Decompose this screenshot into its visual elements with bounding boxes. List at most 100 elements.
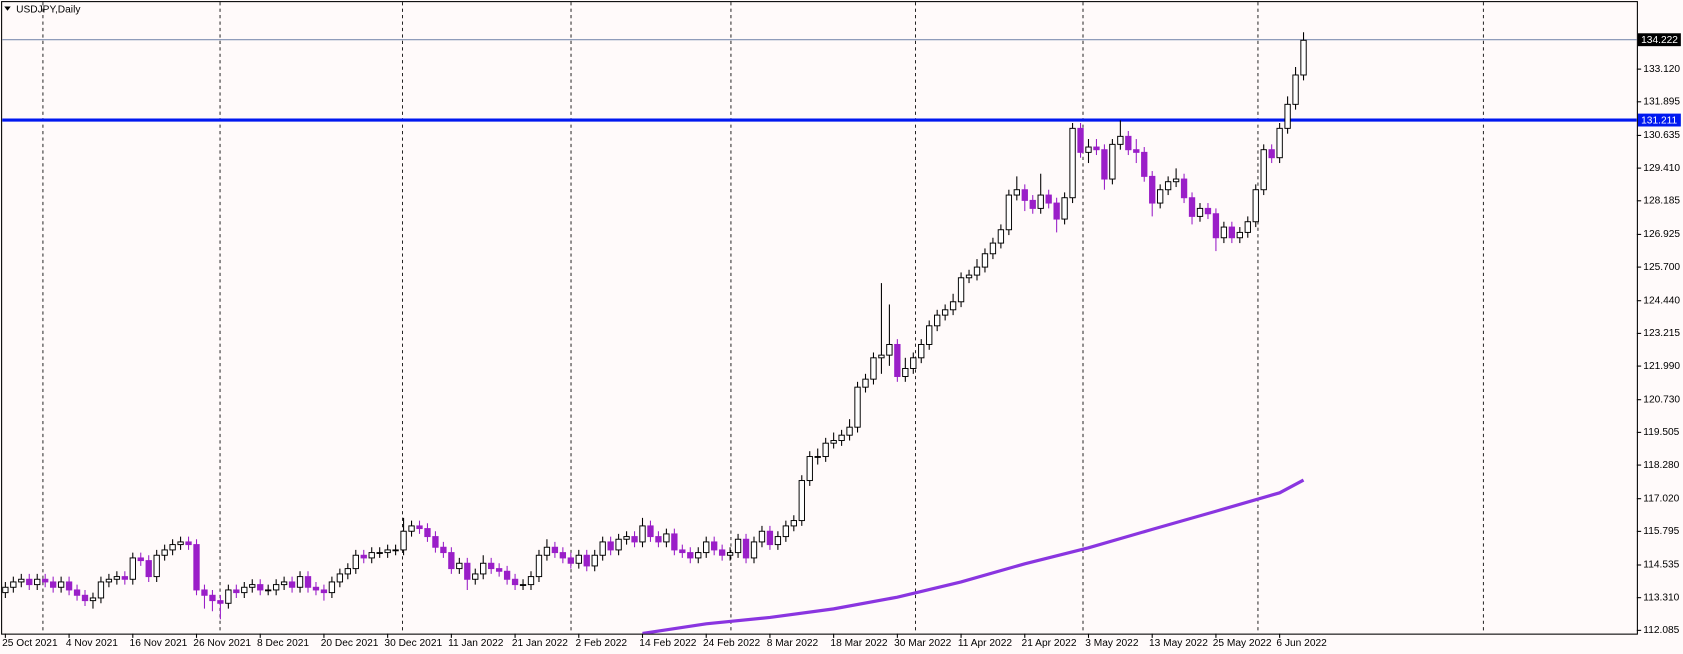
candle-body <box>957 277 965 303</box>
y-tick-label: 120.730 <box>1643 394 1680 405</box>
candle-body <box>1021 189 1028 201</box>
candle-body <box>934 314 941 327</box>
candle-body <box>726 552 734 556</box>
candle-body <box>34 578 41 586</box>
x-tick-label: 21 Jan 2022 <box>512 638 568 649</box>
candle-body <box>42 578 49 583</box>
plot-frame <box>1 1 1638 635</box>
candle-body <box>1180 178 1188 199</box>
candle-body <box>304 576 312 588</box>
candle-body <box>1045 194 1052 204</box>
x-tick-label: 8 Dec 2021 <box>257 638 309 649</box>
candle-body <box>352 554 359 570</box>
candle-body <box>711 541 718 551</box>
candle-body <box>1125 135 1132 151</box>
candle-body <box>89 597 97 602</box>
candle-body <box>615 538 622 551</box>
candle-body <box>81 594 89 602</box>
candle-body <box>288 581 296 588</box>
candle-body <box>965 274 973 279</box>
candle-body <box>1164 181 1172 191</box>
y-tick-label: 112.085 <box>1643 625 1679 636</box>
candle-body <box>1101 149 1108 180</box>
y-tick-label: 114.535 <box>1643 560 1679 571</box>
x-tick-label: 8 Mar 2022 <box>767 638 819 649</box>
candle-body <box>1252 189 1259 223</box>
candle-body <box>296 576 304 588</box>
y-tick-label: 119.505 <box>1643 427 1679 438</box>
candle-body <box>886 343 893 356</box>
candle-body <box>1236 231 1243 239</box>
candle-body <box>384 549 391 554</box>
candle-body <box>1053 202 1060 220</box>
candle-body <box>1069 127 1076 199</box>
candle-body <box>623 536 630 540</box>
candle-body <box>838 434 845 442</box>
candle-body <box>941 309 949 316</box>
candle-body <box>1204 207 1212 215</box>
menu-arrow[interactable] <box>4 6 11 11</box>
x-tick-label: 30 Dec 2021 <box>384 638 442 649</box>
candle-body <box>201 589 208 596</box>
candle-body <box>1013 189 1020 196</box>
candle-body <box>1172 178 1180 183</box>
candle-body <box>464 562 471 580</box>
candle-body <box>440 546 447 554</box>
candle-body <box>73 589 81 596</box>
candle-body <box>448 552 455 570</box>
candle-body <box>902 368 909 377</box>
candle-body <box>1085 146 1092 153</box>
candle-body <box>424 528 431 538</box>
candle-body <box>272 584 280 591</box>
x-tick-label: 6 Jun 2022 <box>1276 638 1327 649</box>
period-separators <box>42 2 1484 634</box>
x-tick-label: 4 Nov 2021 <box>66 638 118 649</box>
candle-body <box>647 525 654 538</box>
candle-body <box>1133 149 1140 153</box>
y-tick-label: 126.925 <box>1643 229 1680 240</box>
candle-body <box>551 546 559 554</box>
candle-body <box>233 589 240 594</box>
candle-body <box>949 301 957 311</box>
candle-body <box>1228 226 1236 239</box>
x-tick-label: 24 Feb 2022 <box>703 638 761 649</box>
candle-body <box>631 536 638 543</box>
candle-body <box>26 578 33 586</box>
candle-body <box>2 586 9 594</box>
candle-body <box>129 557 136 580</box>
candle-body <box>113 576 121 580</box>
candle-body <box>177 541 184 546</box>
x-tick-label: 3 May 2022 <box>1085 638 1139 649</box>
candle-body <box>870 357 877 380</box>
y-tick-label: 128.185 <box>1643 195 1680 206</box>
candle-body <box>639 525 646 543</box>
candle-body <box>488 562 495 570</box>
candle-body <box>312 586 320 591</box>
candle-body <box>527 576 535 586</box>
candle-body <box>265 589 272 592</box>
candle-body <box>989 242 997 255</box>
candle-body <box>1109 143 1116 180</box>
candle-body <box>456 562 463 570</box>
candle-body <box>169 544 176 551</box>
candle-body <box>973 266 981 276</box>
candle-body <box>878 354 885 359</box>
candle-body <box>185 541 192 546</box>
candle-body <box>718 549 726 556</box>
candle-body <box>1117 135 1124 145</box>
candle-body <box>1300 39 1307 76</box>
candle-body <box>1212 213 1220 239</box>
candle-body <box>830 440 837 444</box>
candle-body <box>1061 197 1068 220</box>
candle-body <box>854 386 861 428</box>
candle-body <box>161 549 168 556</box>
candle-body <box>145 560 152 578</box>
candle-body <box>503 570 511 580</box>
moving-average <box>642 478 1305 634</box>
candle-body <box>1077 127 1084 153</box>
candle-body <box>766 530 774 546</box>
y-tick-label: 115.795 <box>1643 526 1679 537</box>
candle-body <box>519 584 527 586</box>
candle-body <box>583 554 590 567</box>
candle-body <box>846 426 853 436</box>
